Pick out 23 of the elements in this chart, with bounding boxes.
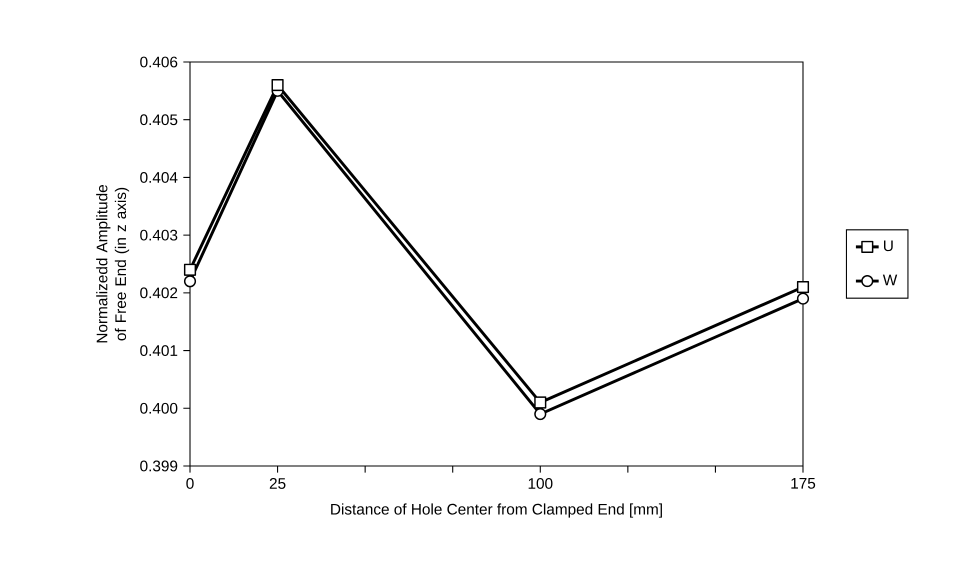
x-tick-label: 100 [528,478,552,489]
point [184,264,196,276]
point [796,292,810,305]
point [184,275,196,288]
x-axis-title: Distance of Hole Center from Clamped End [mm] [331,503,662,518]
legend-label: U [884,240,893,252]
y-tick-label: 0.404 [140,172,178,183]
y-tick-label: 0.399 [140,460,178,472]
y-tick-label: 0.405 [140,114,178,126]
point [534,396,546,409]
y-tick-label: 0.401 [140,345,178,356]
legend-label: W [882,274,898,286]
point [534,408,546,420]
point [796,281,810,294]
y-tick-label: 0.403 [140,230,178,241]
x-tick-label: 0 [186,478,194,489]
y-tick-label: 0.406 [140,56,178,68]
y-axis-title: Normalizedd Amplitude of Free End (in z axis) [96,185,130,342]
x-tick-label: 175 [791,478,816,489]
point [272,79,284,92]
y-tick-label: 0.402 [140,287,178,298]
x-tick-label: 25 [270,478,286,489]
y-tick-label: 0.400 [140,402,178,414]
